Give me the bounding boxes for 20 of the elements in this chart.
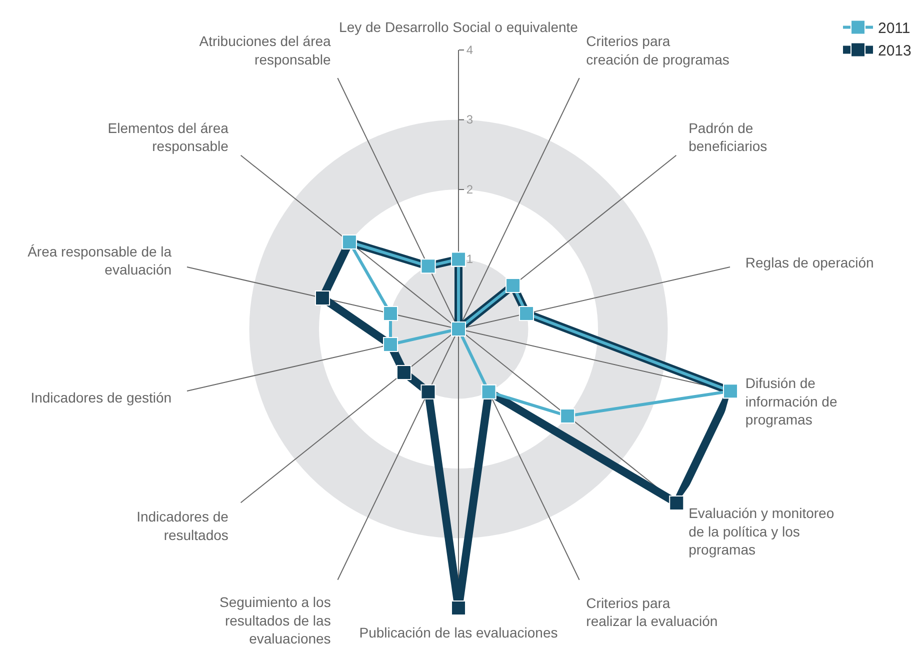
spoke-label: Difusión de información de programas [745,375,838,428]
spoke-label: Elementos del área responsable [108,120,229,154]
y-tick-label: 2 [466,182,474,196]
spoke-label: Evaluación y monitoreo de la política y los programas [688,505,834,558]
spoke-label: Indicadores de gestión [30,389,172,406]
y-tick-label: 4 [466,42,474,57]
spoke-label: Padrón de beneficiarios [688,120,768,154]
spoke-label: Reglas de operación [745,254,874,271]
spoke-label: Ley de Desarrollo Social o equivalente [339,18,578,35]
spoke-label: Seguimiento a los resultados de las evaluaciones [220,594,331,646]
spoke-label: Indicadores de resultados [136,508,229,543]
spoke-label: Publicación de las evaluaciones [359,624,558,640]
spoke-label: Atribuciones del área responsable [199,33,332,68]
spoke-label: Área responsable de la evaluación [28,244,172,278]
spoke-label: Criterios para creación de programas [586,33,730,68]
y-tick-label: 3 [466,112,474,127]
y-tick-label: 1 [466,252,474,266]
legend-label: 2013 [878,42,912,60]
legend-label: 2011 [878,20,910,38]
spoke-label: Criterios para realizar la evaluación [586,594,718,630]
